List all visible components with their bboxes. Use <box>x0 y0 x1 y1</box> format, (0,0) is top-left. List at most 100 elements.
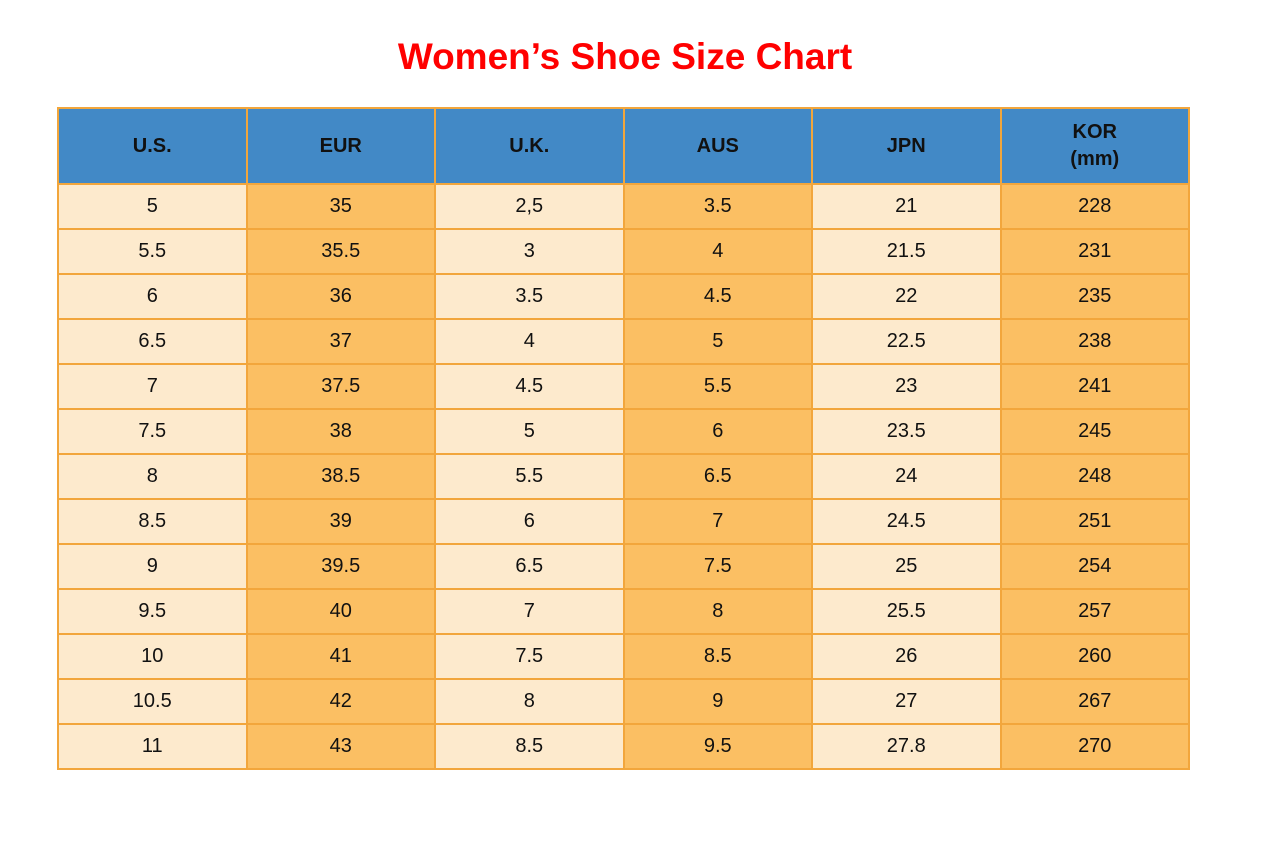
cell-uk: 7.5 <box>434 633 625 680</box>
cell-aus: 6 <box>622 408 813 455</box>
cell-uk: 3.5 <box>434 273 625 320</box>
cell-eur: 36 <box>245 273 436 320</box>
cell-uk: 6.5 <box>434 543 625 590</box>
cell-uk: 6 <box>434 498 625 545</box>
cell-kor: 231 <box>999 228 1190 275</box>
cell-uk: 4.5 <box>434 363 625 410</box>
cell-jpn: 24.5 <box>811 498 1002 545</box>
cell-kor: 254 <box>999 543 1190 590</box>
cell-aus: 8 <box>622 588 813 635</box>
cell-kor: 235 <box>999 273 1190 320</box>
cell-kor: 241 <box>999 363 1190 410</box>
cell-eur: 38.5 <box>245 453 436 500</box>
cell-uk: 2,5 <box>434 183 625 230</box>
table-row: 8.5 39 6 7 24.5 251 <box>57 498 1190 545</box>
cell-eur: 39 <box>245 498 436 545</box>
table-row: 8 38.5 5.5 6.5 24 248 <box>57 453 1190 500</box>
column-header-label: KOR <box>1072 121 1117 143</box>
cell-eur: 42 <box>245 678 436 725</box>
table-row: 7.5 38 5 6 23.5 245 <box>57 408 1190 455</box>
cell-jpn: 22 <box>811 273 1002 320</box>
cell-us: 9 <box>57 543 248 590</box>
column-header-aus: AUS <box>622 107 813 185</box>
cell-us: 5 <box>57 183 248 230</box>
cell-kor: 248 <box>999 453 1190 500</box>
table-body: 5 35 2,5 3.5 21 228 5.5 35.5 3 4 21.5 231 6 36 3.5 4.5 2… <box>57 183 1190 770</box>
cell-us: 8.5 <box>57 498 248 545</box>
cell-kor: 270 <box>999 723 1190 770</box>
table-row: 6.5 37 4 5 22.5 238 <box>57 318 1190 365</box>
cell-jpn: 21.5 <box>811 228 1002 275</box>
cell-jpn: 21 <box>811 183 1002 230</box>
cell-aus: 9 <box>622 678 813 725</box>
cell-jpn: 23.5 <box>811 408 1002 455</box>
cell-aus: 7 <box>622 498 813 545</box>
cell-uk: 5 <box>434 408 625 455</box>
cell-kor: 251 <box>999 498 1190 545</box>
cell-aus: 4.5 <box>622 273 813 320</box>
header-row: U.S. EUR U.K. AUS JPN KOR (mm) <box>57 107 1190 185</box>
cell-us: 10.5 <box>57 678 248 725</box>
cell-eur: 37 <box>245 318 436 365</box>
cell-us: 9.5 <box>57 588 248 635</box>
column-header-label: U.K. <box>509 134 550 157</box>
cell-us: 7 <box>57 363 248 410</box>
cell-jpn: 27.8 <box>811 723 1002 770</box>
table-row: 10.5 42 8 9 27 267 <box>57 678 1190 725</box>
cell-aus: 5.5 <box>622 363 813 410</box>
column-header-label: AUS <box>696 134 739 157</box>
column-header-jpn: JPN <box>811 107 1002 185</box>
shoe-size-table: U.S. EUR U.K. AUS JPN KOR (mm) <box>57 107 1190 770</box>
cell-eur: 37.5 <box>245 363 436 410</box>
cell-jpn: 27 <box>811 678 1002 725</box>
cell-uk: 7 <box>434 588 625 635</box>
cell-kor: 260 <box>999 633 1190 680</box>
cell-us: 5.5 <box>57 228 248 275</box>
table-row: 10 41 7.5 8.5 26 260 <box>57 633 1190 680</box>
cell-eur: 41 <box>245 633 436 680</box>
column-header-sublabel: (mm) <box>1070 148 1120 170</box>
table-row: 5 35 2,5 3.5 21 228 <box>57 183 1190 230</box>
table-header: U.S. EUR U.K. AUS JPN KOR (mm) <box>57 107 1190 185</box>
cell-us: 6 <box>57 273 248 320</box>
cell-us: 7.5 <box>57 408 248 455</box>
cell-aus: 8.5 <box>622 633 813 680</box>
cell-uk: 5.5 <box>434 453 625 500</box>
cell-us: 10 <box>57 633 248 680</box>
cell-eur: 39.5 <box>245 543 436 590</box>
cell-jpn: 25 <box>811 543 1002 590</box>
cell-eur: 35.5 <box>245 228 436 275</box>
column-header-kor: KOR (mm) <box>999 107 1190 185</box>
cell-kor: 245 <box>999 408 1190 455</box>
table-row: 7 37.5 4.5 5.5 23 241 <box>57 363 1190 410</box>
cell-uk: 8.5 <box>434 723 625 770</box>
column-header-us: U.S. <box>57 107 248 185</box>
cell-us: 6.5 <box>57 318 248 365</box>
cell-kor: 228 <box>999 183 1190 230</box>
column-header-uk: U.K. <box>434 107 625 185</box>
table-row: 5.5 35.5 3 4 21.5 231 <box>57 228 1190 275</box>
cell-jpn: 24 <box>811 453 1002 500</box>
table-row: 11 43 8.5 9.5 27.8 270 <box>57 723 1190 770</box>
cell-aus: 3.5 <box>622 183 813 230</box>
cell-jpn: 25.5 <box>811 588 1002 635</box>
cell-kor: 238 <box>999 318 1190 365</box>
cell-aus: 6.5 <box>622 453 813 500</box>
table-row: 6 36 3.5 4.5 22 235 <box>57 273 1190 320</box>
column-header-label: U.S. <box>132 134 172 157</box>
cell-eur: 43 <box>245 723 436 770</box>
table-row: 9.5 40 7 8 25.5 257 <box>57 588 1190 635</box>
cell-aus: 5 <box>622 318 813 365</box>
cell-aus: 9.5 <box>622 723 813 770</box>
cell-eur: 38 <box>245 408 436 455</box>
cell-uk: 4 <box>434 318 625 365</box>
column-header-label: EUR <box>319 134 362 157</box>
page-title: Women’s Shoe Size Chart <box>397 36 853 77</box>
cell-eur: 35 <box>245 183 436 230</box>
column-header-label: JPN <box>886 134 926 157</box>
cell-kor: 267 <box>999 678 1190 725</box>
cell-uk: 3 <box>434 228 625 275</box>
cell-aus: 7.5 <box>622 543 813 590</box>
cell-us: 8 <box>57 453 248 500</box>
